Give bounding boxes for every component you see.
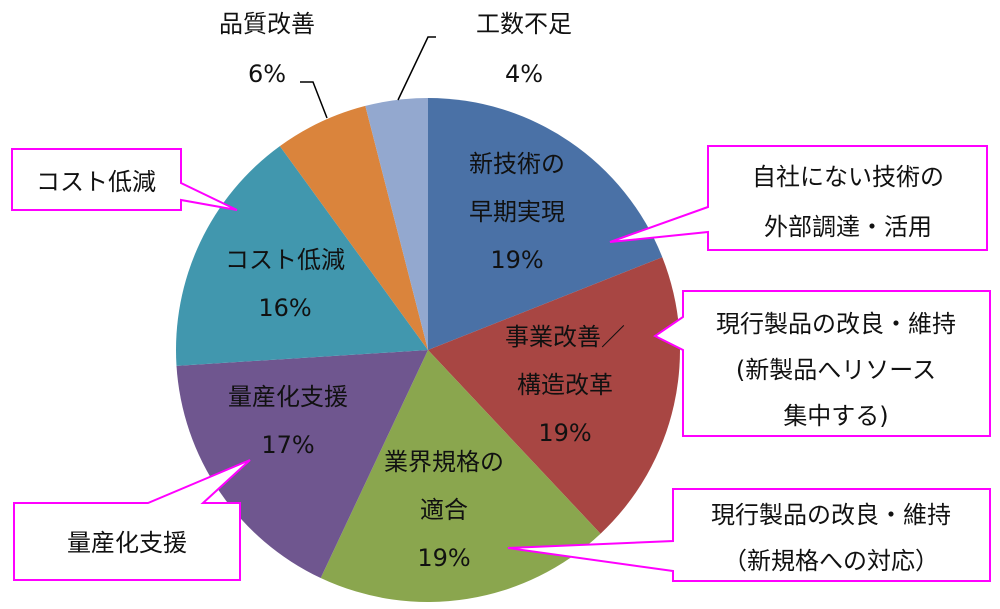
pie-slice-standards	[320, 350, 601, 602]
pie-slice-business-improve	[428, 257, 680, 534]
callout-text: 現行製品の改良・維持	[711, 501, 951, 529]
pie-slice-new-tech	[428, 98, 663, 350]
pie-slice-cost-reduction	[176, 146, 428, 366]
slice-value-text: 4%	[505, 60, 543, 88]
pie-slice-mass-production	[176, 350, 428, 579]
callout-current-products-standards: 現行製品の改良・維持 （新規格への対応）	[507, 488, 991, 582]
outside-label-quality: 品質改善 6%	[219, 10, 315, 88]
slice-label-mass-production: 量産化支援 17%	[228, 383, 348, 459]
slice-label-text: 新技術の	[469, 150, 565, 178]
slice-label-text: 19%	[490, 246, 543, 274]
slice-label-text: 16%	[258, 294, 311, 322]
callout-text: 外部調達・活用	[764, 213, 932, 241]
slice-label-text: 19%	[417, 544, 470, 572]
leader-line-workload	[397, 36, 436, 101]
callout-box	[507, 488, 991, 582]
callout-text: 量産化支援	[67, 529, 187, 557]
pie-slice-workload	[365, 98, 428, 350]
slice-label-text: 構造改革	[517, 371, 613, 399]
callout-text: （新規格への対応）	[723, 547, 939, 575]
callout-text: コスト低減	[36, 168, 156, 196]
pie-slice-quality	[279, 105, 428, 350]
callout-mass-production: 量産化支援	[13, 459, 251, 581]
slice-label-text: 事業改善／	[505, 323, 625, 351]
slice-label-text: 早期実現	[469, 198, 565, 226]
callout-box	[13, 459, 251, 581]
slice-label-text: 品質改善	[219, 10, 315, 38]
slice-label-text: 工数不足	[476, 10, 572, 38]
callout-cost-reduction: コスト低減	[11, 148, 238, 211]
slice-label-cost-reduction: コスト低減 16%	[225, 246, 345, 322]
callout-text: (新製品へリソース	[736, 356, 936, 384]
callout-box	[609, 145, 988, 251]
slice-label-text: 業界規格の	[384, 448, 504, 476]
callout-text: 集中する)	[783, 402, 888, 430]
callout-box	[653, 290, 991, 437]
callout-text: 自社にない技術の	[752, 163, 944, 191]
slice-value-text: 6%	[248, 60, 286, 88]
slice-label-text: コスト低減	[225, 246, 345, 274]
slice-label-business-improve: 事業改善／ 構造改革 19%	[505, 323, 625, 447]
slice-label-text: 19%	[538, 419, 591, 447]
slice-label-text: 量産化支援	[228, 383, 348, 411]
outside-label-workload: 工数不足 4%	[476, 10, 572, 88]
leader-line-quality	[300, 81, 328, 119]
slice-label-text: 17%	[261, 431, 314, 459]
slice-label-text: 適合	[420, 496, 468, 524]
callout-text: 現行製品の改良・維持	[716, 310, 956, 338]
callout-box	[11, 148, 238, 211]
